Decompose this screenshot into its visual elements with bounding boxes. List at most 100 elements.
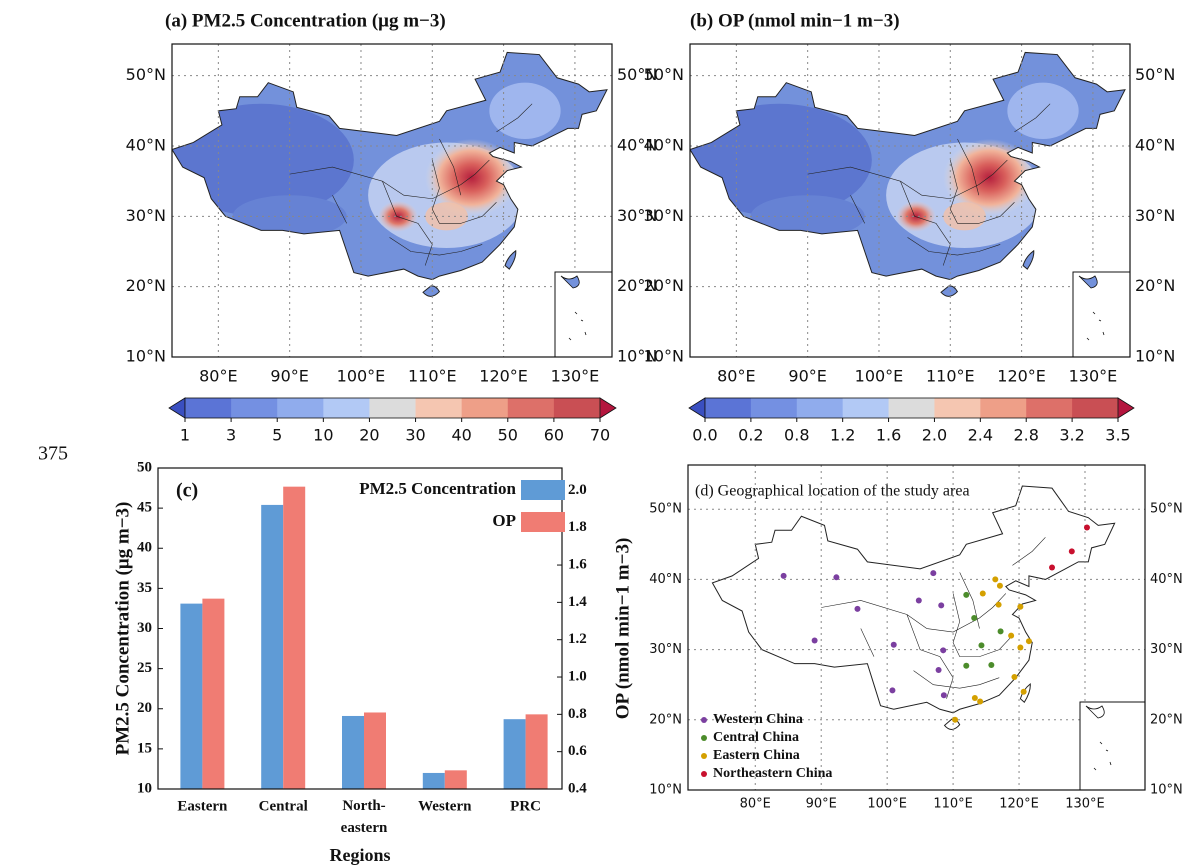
china-outline: [712, 486, 1114, 729]
x-tick-label: 80°E: [199, 367, 237, 386]
site-point: [915, 597, 922, 604]
site-point: [1017, 603, 1024, 610]
legend-label: Northeastern China: [713, 766, 832, 781]
bar: [525, 714, 548, 789]
site-point: [938, 602, 945, 609]
y-tick-label: 10°N: [649, 783, 682, 798]
map-area: [168, 52, 607, 296]
site-point: [979, 590, 986, 597]
inset-box: [1079, 701, 1146, 791]
y-tick-label-right: 10°N: [1150, 783, 1183, 798]
plot-frame: [157, 467, 563, 790]
inset-box: [554, 271, 613, 358]
bar: [503, 719, 526, 789]
colorbar-segment: [323, 398, 370, 418]
colorbar-tick-label: 10: [313, 426, 333, 445]
legend-marker: [701, 771, 707, 777]
colorbar-tick-label: 5: [272, 426, 282, 445]
y-tick-label: 40°N: [644, 135, 684, 154]
y2-tick-label: 1.0: [568, 668, 587, 684]
panel-c: Eastern Central North-eastern Western PRC 10 1…: [112, 459, 633, 865]
y-tick-label: 35: [137, 580, 152, 596]
y2-tick-label: 1.2: [568, 631, 587, 647]
colorbar-segment: [1072, 398, 1119, 418]
map-frame: [687, 464, 1146, 791]
site-point: [1068, 548, 1075, 555]
colorbar-tick-label: 2.4: [968, 426, 993, 445]
bar: [261, 504, 284, 789]
x-tick-label: Western: [418, 798, 472, 814]
colorbar-segment: [934, 398, 981, 418]
x-tick-label: 130°E: [551, 367, 600, 386]
colorbar-segment: [369, 398, 417, 418]
colorbar-segment: [277, 398, 324, 418]
site-point: [977, 698, 984, 705]
site-point: [1025, 638, 1032, 645]
bar: [444, 770, 467, 789]
colorbar-tick-label: 3.5: [1105, 426, 1130, 445]
inset-box: [1072, 271, 1131, 358]
site-point: [963, 591, 970, 598]
colorbar-tick-label: 1.2: [830, 426, 855, 445]
site-point: [995, 601, 1002, 608]
legend-label: Western China: [713, 712, 803, 727]
site-point: [930, 570, 937, 577]
legend-swatch: [521, 480, 565, 500]
colorbar-tick-label: 60: [544, 426, 564, 445]
y-tick-label-right: 40°N: [1150, 572, 1183, 587]
legend-swatch: [521, 512, 565, 532]
x-tick-label: 100°E: [867, 797, 907, 812]
x-axis-label: Regions: [329, 845, 390, 865]
colorbar-frame: [704, 397, 1119, 419]
y2-tick-label: 1.8: [568, 519, 587, 535]
legend-label: PM2.5 Concentration: [359, 479, 516, 498]
y-tick-label-right: 20°N: [1135, 276, 1175, 295]
bar: [342, 715, 364, 789]
y-axis-label: PM2.5 Concentration (μg m−3): [112, 502, 133, 756]
map-area: [712, 486, 1114, 729]
y-tick-label-right: 10°N: [1135, 347, 1175, 366]
colorbar-tick-label: 30: [405, 426, 425, 445]
y-tick-label: 50°N: [126, 65, 166, 84]
site-point: [996, 582, 1003, 589]
site-point: [971, 695, 978, 702]
y-tick-label: 40°N: [649, 572, 682, 587]
site-point: [940, 692, 947, 699]
y-tick-label-right: 40°N: [1135, 135, 1175, 154]
x-tick-label: 130°E: [1069, 367, 1118, 386]
colorbar-segment: [842, 398, 890, 418]
x-tick-label: 120°E: [999, 797, 1039, 812]
x-tick-label: 120°E: [997, 367, 1046, 386]
panel-a: 80°E 90°E 100°E 110°E 120°E 130°E 10°N 10°N 20°N…: [126, 10, 658, 444]
colorbar-tick-label: 40: [451, 426, 471, 445]
colorbar-tick-label: 2.0: [922, 426, 947, 445]
x-tick-label: 100°E: [855, 367, 904, 386]
colorbar-segment: [980, 398, 1027, 418]
y-tick-label-right: 40°N: [617, 135, 657, 154]
panel-b: 80°E 90°E 100°E 110°E 120°E 130°E 10°N 10°N 20°N…: [644, 10, 1176, 444]
map-frame: [171, 43, 613, 358]
site-point: [854, 605, 861, 612]
colorbar-tick-label: 0.8: [784, 426, 809, 445]
y-tick-label: 50: [137, 459, 152, 475]
colorbar-extend-low: [688, 397, 706, 419]
site-point: [992, 576, 999, 583]
y-tick-label: 40°N: [126, 135, 166, 154]
y2-tick-label: 2.0: [568, 482, 587, 498]
site-point: [952, 716, 959, 723]
y-tick-label-right: 30°N: [1150, 642, 1183, 657]
colorbar-tick-label: 1: [180, 426, 190, 445]
x-tick-label: 110°E: [926, 367, 975, 386]
y-tick-label: 15: [137, 740, 152, 756]
colorbar-segment: [750, 398, 798, 418]
y-tick-label: 20°N: [126, 276, 166, 295]
legend-marker: [701, 735, 707, 741]
y-tick-label: 50°N: [649, 502, 682, 517]
y-tick-label-right: 30°N: [1135, 206, 1175, 225]
y-tick-label-right: 20°N: [1150, 712, 1183, 727]
y-tick-label: 10: [137, 780, 152, 796]
colorbar-tick-label: 3.2: [1059, 426, 1084, 445]
y-tick-label: 30°N: [126, 206, 166, 225]
x-tick-label: 80°E: [717, 367, 755, 386]
site-point: [1049, 564, 1056, 571]
